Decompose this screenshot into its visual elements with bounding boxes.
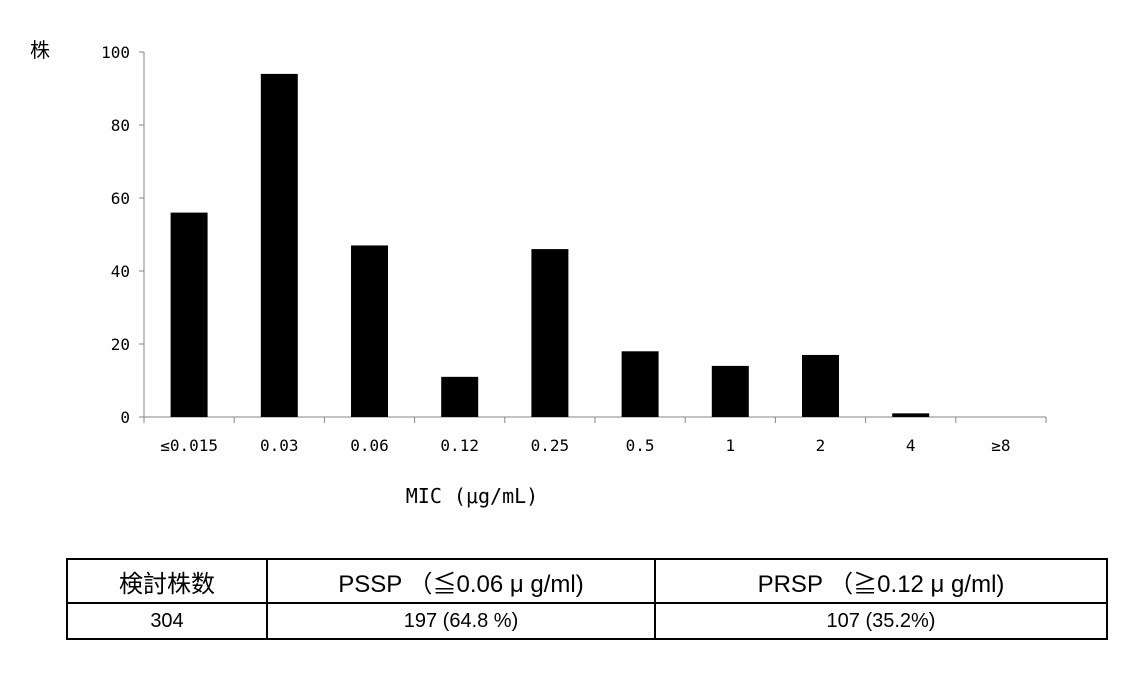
- bar: [892, 413, 930, 417]
- x-tick-label: 0.5: [626, 436, 655, 455]
- x-tick-label: ≥8: [991, 436, 1010, 455]
- cell-pssp: 197 (64.8 %): [266, 602, 656, 640]
- y-tick-label: 60: [111, 189, 130, 208]
- x-tick-label: 2: [816, 436, 826, 455]
- y-axis-label: 株: [30, 38, 50, 62]
- bar: [441, 376, 479, 417]
- y-tick-label: 100: [101, 43, 130, 62]
- bar: [621, 351, 659, 417]
- tick-labels: 0 20 40 60 80 100 ≤0.015 0.03 0.06 0.12 0.25 0.5 1 2 4…: [101, 43, 1010, 455]
- x-tick-label: 0.03: [260, 436, 299, 455]
- bar: [170, 212, 208, 417]
- cell-total: 304: [66, 602, 268, 640]
- x-axis-label: MIC (μg/mL): [406, 484, 538, 508]
- header-total: 検討株数: [66, 558, 268, 604]
- bar: [351, 245, 388, 417]
- table-header-row: 検討株数 PSSP （≦0.06 μ g/ml) PRSP （≧0.12 μ g…: [66, 558, 1108, 604]
- x-tick-label: 1: [725, 436, 735, 455]
- x-tick-label: 0.25: [531, 436, 570, 455]
- bar: [711, 365, 749, 417]
- y-tick-label: 0: [120, 408, 130, 427]
- table-row: 304 197 (64.8 %) 107 (35.2%): [66, 602, 1108, 640]
- y-tick-label: 80: [111, 116, 130, 135]
- bar: [802, 354, 839, 417]
- header-prsp: PRSP （≧0.12 μ g/ml): [654, 558, 1108, 604]
- x-tick-label: 0.12: [440, 436, 479, 455]
- bars: [170, 73, 930, 418]
- mic-bar-chart: 0 20 40 60 80 100 ≤0.015 0.03 0.06 0.12 0.25 0.5 1 2 4…: [101, 43, 1047, 508]
- y-tick-label: 40: [111, 262, 130, 281]
- header-pssp: PSSP （≦0.06 μ g/ml): [266, 558, 656, 604]
- cell-prsp: 107 (35.2%): [654, 602, 1108, 640]
- x-tick-label: ≤0.015: [160, 436, 218, 455]
- bar: [531, 249, 569, 417]
- x-tick-label: 4: [906, 436, 916, 455]
- y-tick-label: 20: [111, 335, 130, 354]
- summary-table: 検討株数 PSSP （≦0.06 μ g/ml) PRSP （≧0.12 μ g…: [66, 558, 1108, 640]
- x-tick-label: 0.06: [350, 436, 389, 455]
- bar: [260, 73, 298, 418]
